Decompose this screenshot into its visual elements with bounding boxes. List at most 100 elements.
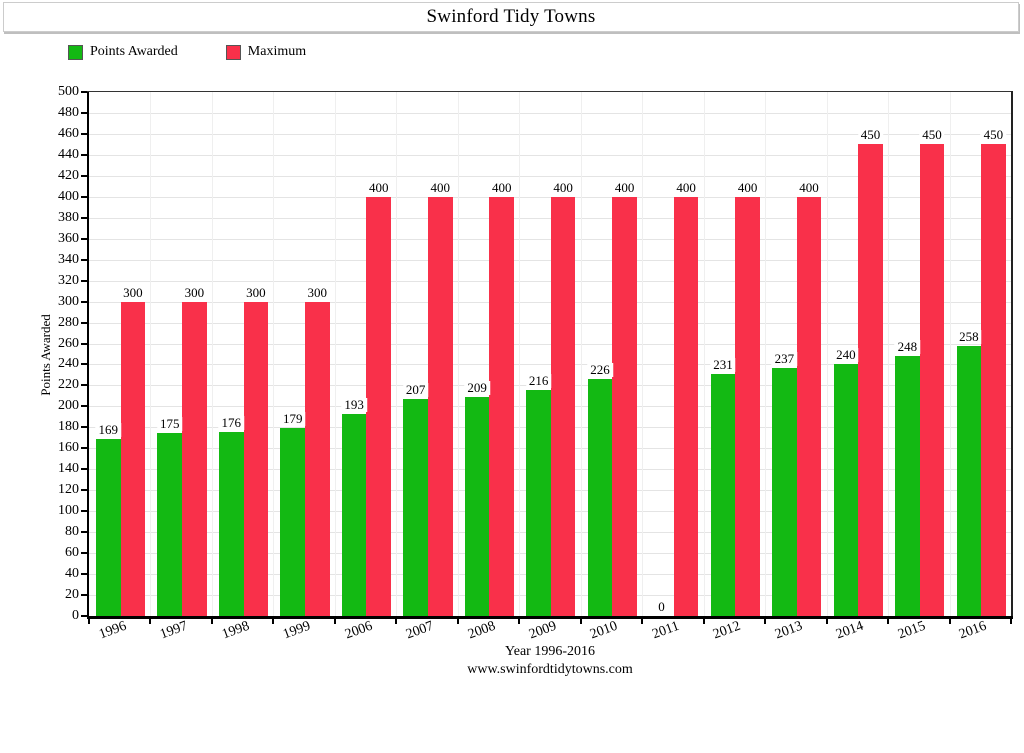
points-awarded-bar [710,373,736,616]
legend-label: Points Awarded [90,44,178,59]
y-tick [81,111,87,114]
bar-value-label: 300 [120,285,146,300]
y-tick [81,447,87,450]
maximum-bar [919,144,945,616]
points-awarded-bar [772,367,797,616]
maximum-bar [243,301,269,616]
x-tick [88,619,90,624]
y-tick [81,195,87,198]
bar-value-label: 400 [366,180,392,195]
h-gridline [89,217,1011,219]
bar-value-label: 226 [587,363,613,378]
maximum-swatch-icon [225,44,241,60]
v-gridline [211,92,213,616]
bar-value-label: 231 [710,357,736,372]
y-tick-label: 300 [58,293,79,309]
maximum-bar [735,196,760,616]
y-tick [81,615,87,617]
y-tick [81,342,87,345]
x-category-label: 2008 [465,618,498,643]
y-tick-label: 240 [58,356,79,372]
v-gridline [765,92,767,616]
plot-area: Points Awarded Year 1996-2016 www.swinfo… [38,84,1013,677]
h-gridline [89,238,1011,240]
y-tick-label: 260 [58,335,79,351]
points-awarded-bar [157,432,183,616]
x-tick [764,619,767,624]
y-tick [81,573,87,576]
y-tick [81,300,87,303]
points-awarded-bar [96,438,121,616]
maximum-bar [612,196,637,616]
y-tick [81,91,87,93]
x-category-label: 1998 [219,618,252,643]
bar-value-label: 400 [427,180,453,195]
points-awarded-swatch-icon [68,44,83,60]
y-tick [81,405,87,408]
y-tick [81,216,87,219]
y-tick-label: 160 [58,440,79,456]
v-gridline [150,92,152,616]
y-tick-label: 480 [58,104,79,120]
v-gridline [826,92,828,616]
points-awarded-bar [280,428,305,616]
y-tick [81,174,87,177]
maximum-bar [673,196,699,616]
bar-value-label: 450 [919,128,945,143]
x-category-label: 2009 [527,618,559,643]
x-category-label: 2007 [404,618,436,643]
points-awarded-bar [895,356,920,616]
bar-value-label: 450 [857,128,884,143]
y-tick-label: 40 [65,566,79,582]
y-tick-label: 100 [58,503,79,519]
x-tick [210,619,213,624]
v-gridline [457,92,459,616]
bar-value-label: 207 [402,383,429,398]
x-tick [887,619,890,624]
bar-value-label: 400 [611,180,638,195]
v-gridline [519,92,521,616]
bar-value-label: 400 [734,180,761,195]
maximum-bar [182,301,207,616]
points-awarded-bar [218,431,244,616]
y-tick-label: 0 [72,608,79,623]
h-gridline [89,133,1011,135]
bar-value-label: 450 [980,128,1007,143]
x-category-label: 2014 [834,618,866,643]
bar-value-label: 237 [771,351,798,366]
y-tick-label: 380 [58,209,79,225]
y-tick [81,468,87,471]
v-gridline [703,92,705,616]
legend-item-points-awarded: Points Awarded [68,44,178,60]
v-gridline [888,92,890,616]
y-tick-label: 440 [58,146,79,162]
y-tick [81,237,87,240]
bar-value-label: 175 [157,416,183,431]
y-tick [81,531,87,534]
y-tick-label: 60 [65,545,79,561]
h-gridline [89,301,1011,303]
y-tick-label: 180 [58,419,79,435]
h-gridline [89,112,1011,114]
bar-value-label: 169 [95,422,122,437]
page-title: Swinford Tidy Towns [426,6,596,27]
bar-value-label: 176 [218,415,244,430]
window-title-bar: Swinford Tidy Towns [3,2,1019,32]
maximum-bar [858,144,883,616]
bar-value-label: 240 [833,348,859,363]
maximum-bar [305,301,330,616]
legend: Points Awarded Maximum [68,44,354,60]
x-tick [702,619,705,624]
x-category-label: 2013 [772,618,805,643]
x-tick [149,619,152,624]
x-tick [1010,619,1012,624]
x-tick [333,619,336,624]
y-tick-label: 120 [58,482,79,498]
y-axis-line [87,91,89,617]
y-tick-label: 340 [58,251,79,267]
h-gridline [89,364,1011,366]
points-awarded-bar [526,389,551,616]
h-gridline [89,259,1011,261]
v-gridline [396,92,398,616]
y-tick-label: 400 [58,188,79,204]
